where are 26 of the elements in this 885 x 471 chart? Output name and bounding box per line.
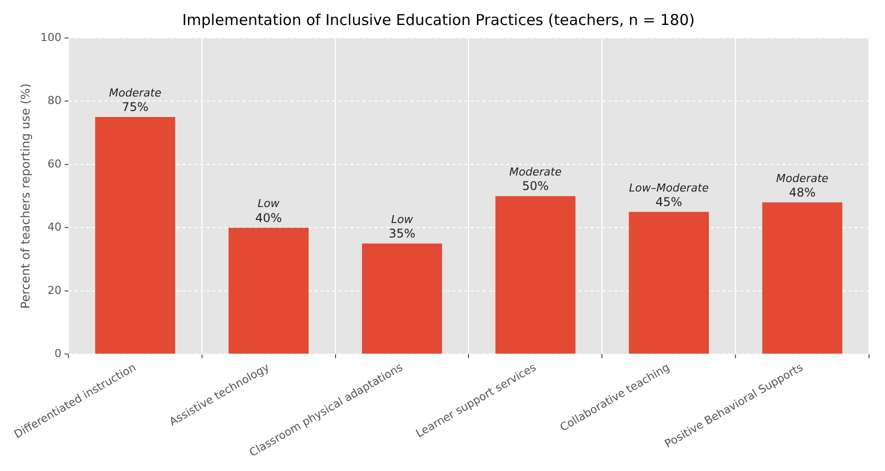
data-label: 40% <box>255 210 282 225</box>
data-label: 75% <box>122 100 149 114</box>
bar <box>228 228 309 354</box>
y-axis-title: Percent of teachers reporting use (%) <box>18 83 32 309</box>
annotation: Low <box>391 212 413 226</box>
y-tick-label: 60 <box>47 157 62 170</box>
annotation: Moderate <box>509 165 562 178</box>
y-tick-label: 0 <box>54 347 62 360</box>
y-tick-label: 40 <box>47 220 62 234</box>
bar <box>362 244 442 354</box>
chart-title: Implementation of Inclusive Education Practices (teachers, n = 180) <box>182 10 695 29</box>
bar <box>495 196 576 354</box>
data-label: 45% <box>656 195 682 210</box>
bar <box>762 202 842 354</box>
y-tick-label: 100 <box>40 30 62 44</box>
annotation: Low–Moderate <box>629 181 709 194</box>
bar <box>95 117 176 354</box>
bar <box>628 212 709 354</box>
data-label: 48% <box>788 186 816 200</box>
data-label: 35% <box>388 226 416 241</box>
annotation: Moderate <box>776 172 829 185</box>
y-tick-label: 80 <box>47 94 62 108</box>
annotation: Low <box>258 197 280 210</box>
data-label: 50% <box>522 179 549 194</box>
y-tick-label: 20 <box>47 284 62 297</box>
annotation: Moderate <box>109 86 162 100</box>
